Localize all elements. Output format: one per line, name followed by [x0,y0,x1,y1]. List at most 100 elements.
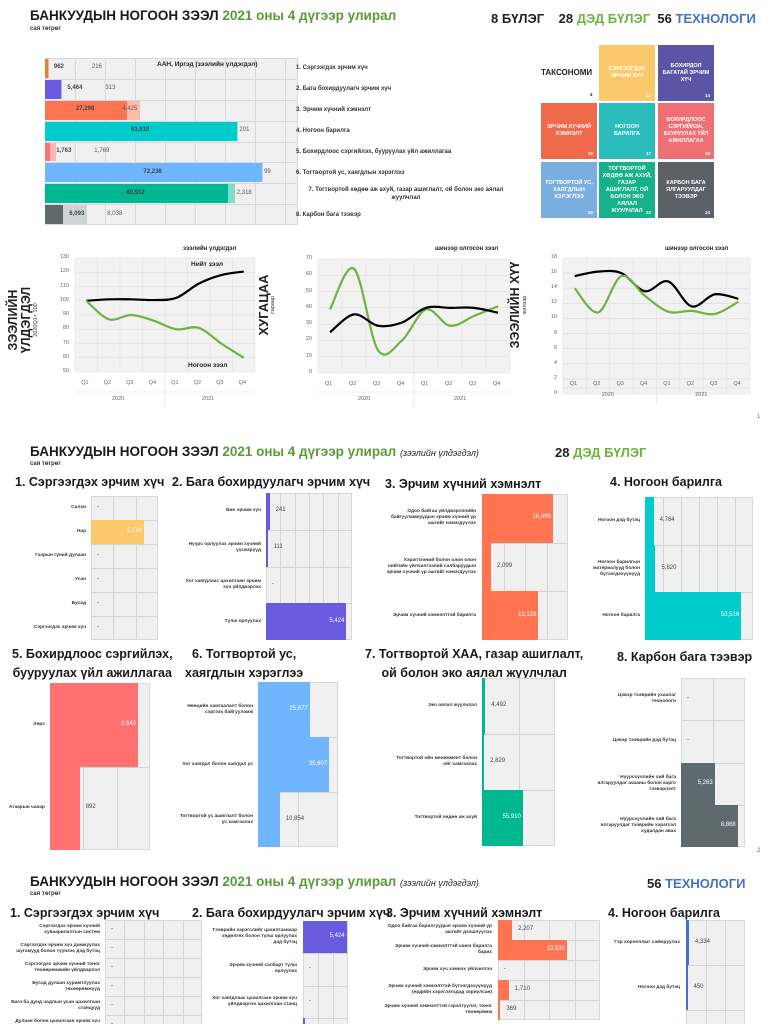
gridline [105,996,202,997]
panel-row-label: Эрчим хүч хэмнэх үйлчилгээ [422,967,492,972]
panel-bar [258,682,310,737]
year-label: 2020 [601,392,614,398]
chart-title: шинээр олгосон зээл [435,246,499,252]
gridline [681,720,745,721]
y-tick-label: 0 [308,369,312,375]
panel-plot-area [686,920,745,1024]
gridline [45,120,298,122]
panel-row-value: - [687,737,689,744]
taxonomy-cell[interactable]: ЭРЧИМ ХҮЧНИЙ ХЭМНЭЛТ 15 [540,102,598,160]
page-number: 1 [757,414,761,420]
panel-row-value: - [111,963,113,970]
panel-row-label: Ногоон дэд бүтэц [637,984,680,990]
taxonomy-cell-label: БОХИРДОЛ БАГАТАЙ ЭРЧИМ ХҮЧ [662,62,710,83]
line-chart-2 [317,258,511,408]
series-line [573,274,739,316]
bar-primary [45,205,64,224]
x-tick-label: Q1 [569,381,578,387]
bar-value-primary: 962 [53,64,64,71]
year-label: 2021 [454,396,467,402]
bar-primary [45,59,48,78]
x-tick-label: Q2 [593,381,601,387]
category-label: 7. Тогтвортой хөдөө аж ахуй, газар ашигл… [308,186,504,201]
taxonomy-cell[interactable]: СЭРГЭЭГДЭХ ЭРЧИМ ХҮЧ 12 [598,44,656,102]
bar-primary [45,121,237,141]
panel-bar [258,737,330,792]
panel-row-value: 1,710 [514,986,530,992]
gridline [105,958,202,959]
y-axis-subtitle: жилээр [522,295,528,315]
panel-row-value: 4,784 [659,516,675,523]
taxonomy-cell[interactable]: КАРБОН БАГА ЯЛГАРУУЛДАГ ТЭЭВЭР 24 [657,161,715,219]
panel-bar [482,494,553,543]
y-tick-label: 60 [305,271,312,278]
taxonomy-label: ТАКСОНОМИ [541,68,593,77]
x-tick-label: Q2 [686,381,694,387]
year-label: 2020 [358,396,371,402]
taxonomy-cell[interactable]: ТОГТВОРТОЙ УС, ХАЯГДЛЫН ХЭРЭГЛЭЭ 20 [540,161,598,219]
gridline [50,766,150,768]
panel-title: 6. Тогтвортой ус, хаягдлын хэрэглээ [185,647,304,680]
panel-title: 4. Ногоон барилга [610,475,722,489]
y-tick-label: 90 [62,311,69,317]
panel-bar [498,920,513,940]
panel-row-value: 4,492 [491,702,507,708]
bar-primary [45,163,262,183]
x-tick-label: Q2 [193,380,202,386]
panel-row-value: - [97,504,99,510]
gridline [663,497,664,640]
y-tick-label: 120 [59,268,69,275]
panel-row-label: Нүүрс орлуулах эрчим хүчний үүсвэрүүд [188,542,261,554]
taxonomy-cell-page: 14 [704,93,710,98]
taxonomy-cell[interactable]: ТОГТВОРТОЙ ХӨДӨӨ АЖ АХУЙ, ГАЗАР АШИГЛАЛТ… [598,161,656,219]
title-note: (зээлийн үлдэгдэл) [399,878,479,888]
technology-label: ТЕХНОЛОГИ [665,876,746,891]
y-tick-label: 100 [59,296,69,303]
taxonomy-cell-label: ТОГТВОРТОЙ УС, ХАЯГДЛЫН ХЭРЭГЛЭЭ [545,179,593,200]
bar-value-primary: 1,763 [56,147,72,154]
bar-secondary [236,121,238,141]
panel-row-label: Нар [76,529,86,534]
x-tick-label: Q1 [81,380,89,386]
panel-bar [686,965,688,1010]
series-line [329,305,499,334]
panel-row-value: 2,207 [518,926,534,932]
gridline [91,616,158,617]
panel-bar [258,792,280,847]
series-label-green: Ногоон зээл [188,362,228,369]
line-chart-3 [562,257,751,404]
gridline [574,920,576,1020]
chapter-label: БҮЛЭГ [501,11,545,26]
y-axis-title-text: ЗЭЭЛИЙН ХҮҮ [508,261,522,349]
panel-row-label: Цэвэр тээврийн ухаалаг технологи [617,693,676,705]
panel-row-value: 10,854 [285,815,305,822]
gridline [303,985,348,987]
x-tick-label: Q4 [639,381,648,387]
subchapter-label: ДЭД БҮЛЭГ [573,445,647,460]
panel-row-value: 111 [273,544,283,551]
unit-label: сая төгрөг [30,26,61,32]
panel-row-label: Газрын гүний дулаан [35,553,86,558]
technology-count: 56 [647,876,662,891]
unit-label: сая төгрөг [30,461,61,467]
panel-bar [266,493,270,530]
panel-row-label: Нүүрсхүчлийн хий бага ялгаруулдаг ачааны… [597,774,676,792]
series-line [85,299,245,359]
taxonomy-cell[interactable]: НОГООН БАРИЛГА 17 [598,102,656,160]
panel-row-value: 55,910 [502,814,521,820]
panel-title: 3. Эрчим хүчний хэмнэлт [385,477,542,491]
gridline [518,678,520,846]
panel-row-label: Эко аялал жуулчлал [428,703,477,708]
panel-row-label: Ногоон барилгын материалууд болон бүтээг… [593,559,640,577]
gridline [143,920,145,1024]
taxonomy-cell-page: 12 [645,93,651,98]
gridline [546,494,548,640]
taxonomy-cell[interactable]: БОХИРДЛООС СЭРГИЙЛЭХ, БУУРУУЛАХ ҮЙЛ АЖИЛ… [657,102,715,160]
bar-value-primary: 27,298 [75,106,95,113]
panel-row-value: 8,868 [720,821,736,828]
bar-value-primary: 60,912 [126,189,145,196]
taxonomy-cell[interactable]: БОХИРДОЛ БАГАТАЙ ЭРЧИМ ХҮЧ 14 [657,44,715,102]
gridline [735,497,736,640]
gridline [686,1010,745,1011]
panel-bar [91,520,144,544]
